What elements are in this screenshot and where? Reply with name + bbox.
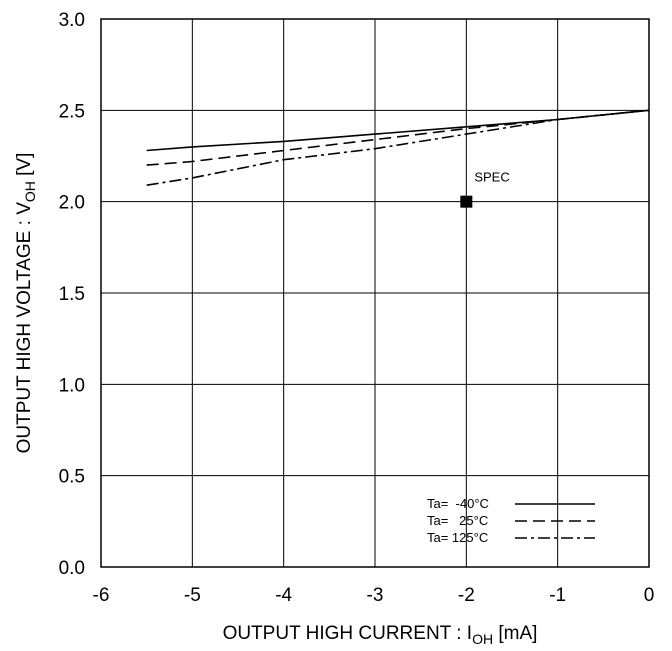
spec-label: SPEC <box>474 170 509 185</box>
series-line-2 <box>146 109 650 166</box>
y-tick-label: 2.0 <box>59 193 85 214</box>
y-tick-label: 3.0 <box>59 10 85 31</box>
x-tick-label: -6 <box>93 585 110 606</box>
y-tick-label: 1.5 <box>59 284 85 305</box>
plot-frame <box>100 18 650 568</box>
spec-marker <box>460 195 473 208</box>
x-tick-label: -4 <box>275 585 292 606</box>
legend: Ta= -40°C Ta= 25°C Ta= 125°C <box>427 496 595 545</box>
legend-label-3: Ta= 125°C <box>427 530 488 545</box>
series-lines <box>146 109 650 186</box>
x-tick-label: -2 <box>458 585 475 606</box>
x-tick-label: 0 <box>644 585 655 606</box>
y-tick-label: 0.0 <box>59 558 85 579</box>
series-line-3 <box>146 109 650 186</box>
tick-labels: -6 -5 -4 -3 -2 -1 0 0.0 0.5 1.0 1.5 2.0 2.5 3.0 <box>59 10 655 606</box>
grid <box>100 18 650 568</box>
y-tick-label: 1.0 <box>59 375 85 396</box>
legend-label-2: Ta= 25°C <box>427 513 488 528</box>
x-axis-label: OUTPUT HIGH CURRENT : IOH [mA] <box>223 623 538 647</box>
x-tick-label: -1 <box>549 585 566 606</box>
legend-label-1: Ta= -40°C <box>427 496 489 511</box>
x-tick-label: -5 <box>184 585 201 606</box>
y-tick-label: 2.5 <box>59 101 85 122</box>
x-tick-label: -3 <box>367 585 384 606</box>
y-tick-label: 0.5 <box>59 467 85 488</box>
y-axis-label: OUTPUT HIGH VOLTAGE : VOH [V] <box>14 153 38 454</box>
annotations: SPEC <box>460 170 510 208</box>
